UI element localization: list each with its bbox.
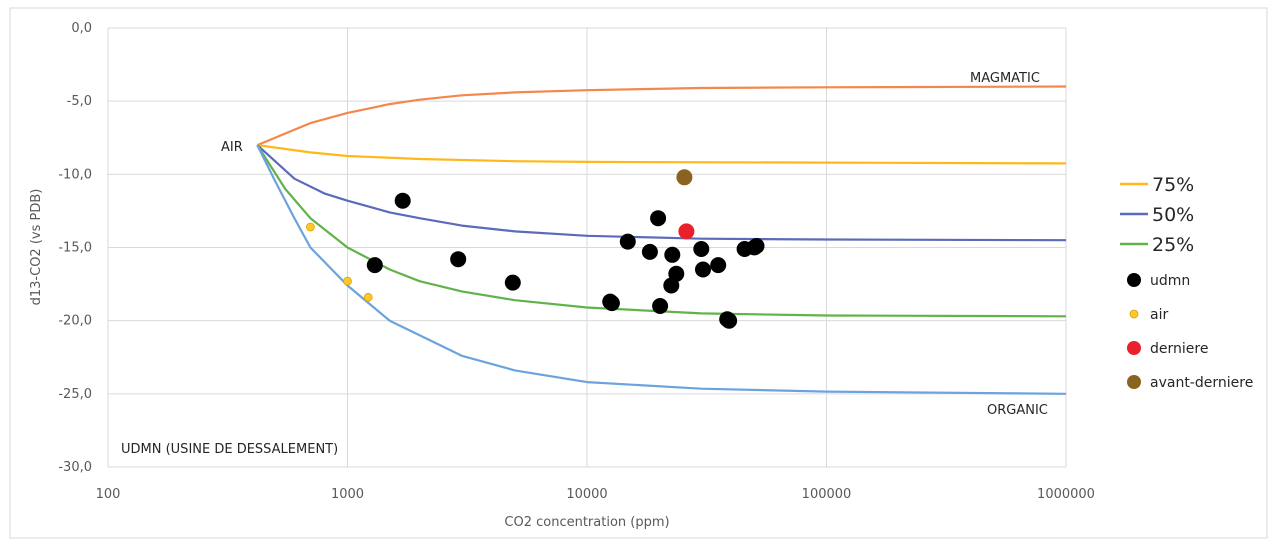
legend-label: air (1150, 307, 1168, 323)
legend-marker-air (1129, 309, 1139, 319)
legend-label: avant-derniere (1150, 375, 1253, 391)
point-air (363, 292, 373, 302)
x-tick-label: 10000 (566, 487, 607, 502)
y-tick-label: -15,0 (58, 241, 92, 256)
point-udmn (664, 246, 681, 263)
organic-annotation: ORGANIC (987, 403, 1048, 418)
point-udmn (652, 298, 669, 314)
legend-marker-avant-derniere (1127, 375, 1141, 389)
data-points (305, 169, 765, 329)
point-udmn (603, 295, 620, 312)
legend-label: udmn (1150, 273, 1190, 289)
y-tick-label: 0,0 (71, 21, 92, 36)
y-tick-label: -10,0 (58, 167, 92, 182)
point-udmn (695, 261, 711, 278)
legend-label: derniere (1150, 341, 1208, 357)
chart-border (9, 7, 1268, 539)
legend-label: 50% (1152, 204, 1194, 226)
legend: 75% 50% 25% udmn air derniere avant-derniere (1120, 174, 1253, 391)
x-axis-title: CO2 concentration (ppm) (504, 515, 669, 530)
point-udmn (748, 238, 765, 254)
point-udmn (668, 265, 685, 282)
line-75pct (257, 144, 1067, 165)
point-udmn (721, 312, 738, 329)
point-udmn (366, 257, 383, 274)
point-udmn (394, 192, 411, 209)
magmatic-annotation: MAGMATIC (970, 71, 1040, 86)
point-derniere (678, 223, 695, 240)
axis-ticks: 0,0 -5,0 -10,0 -15,0 -20,0 -25,0 -30,0 100 1000 1… (58, 21, 1095, 502)
y-tick-label: -25,0 (58, 387, 92, 402)
point-udmn (450, 251, 467, 268)
point-air (343, 276, 352, 286)
point-udmn (619, 233, 636, 250)
point-udmn (504, 274, 521, 291)
x-tick-label: 100 (96, 487, 121, 502)
legend-marker-udmn (1127, 273, 1141, 287)
point-udmn (650, 210, 667, 227)
y-axis-title: d13-CO2 (vs PDB) (29, 189, 44, 306)
y-tick-label: -5,0 (67, 94, 92, 109)
y-tick-label: -20,0 (58, 314, 92, 329)
point-udmn (693, 241, 710, 257)
air-annotation: AIR (221, 140, 243, 155)
line-organic (256, 144, 1067, 395)
legend-marker-derniere (1127, 341, 1141, 355)
legend-label: 25% (1152, 234, 1194, 256)
point-udmn (710, 257, 727, 274)
legend-label: 75% (1152, 174, 1194, 196)
point-air (305, 222, 315, 232)
site-annotation: UDMN (USINE DE DESSALEMENT) (121, 442, 338, 457)
point-avant-derniere (676, 169, 693, 186)
line-50pct (256, 144, 1067, 242)
mixing-lines (256, 85, 1067, 395)
grid (107, 27, 1067, 468)
line-magmatic (256, 85, 1067, 147)
x-tick-label: 1000 (331, 487, 364, 502)
point-udmn (641, 243, 658, 260)
x-tick-label: 1000000 (1037, 487, 1095, 502)
y-tick-label: -30,0 (58, 460, 92, 475)
x-tick-label: 100000 (802, 487, 852, 502)
